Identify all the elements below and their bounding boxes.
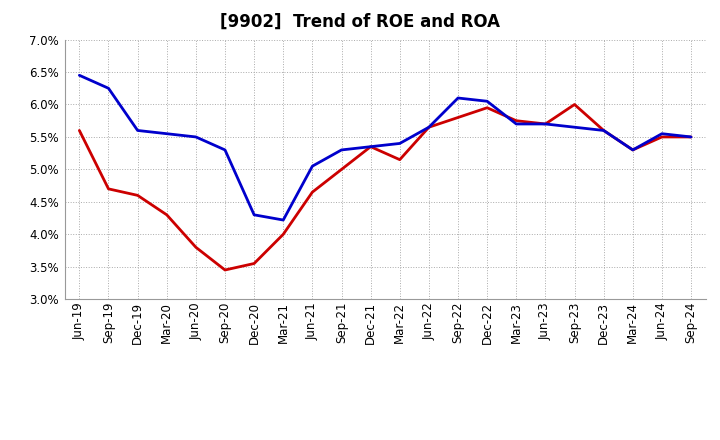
ROE (454, 115, 462, 120)
Text: [9902]  Trend of ROE and ROA: [9902] Trend of ROE and ROA (220, 13, 500, 31)
ROA (687, 134, 696, 139)
ROA (657, 131, 666, 136)
ROA (75, 73, 84, 78)
ROA (133, 128, 142, 133)
ROA (337, 147, 346, 153)
ROA (192, 134, 200, 139)
ROE (279, 231, 287, 237)
ROE (425, 125, 433, 130)
ROE (541, 121, 550, 127)
ROE (599, 128, 608, 133)
ROE (75, 128, 84, 133)
ROE (512, 118, 521, 123)
ROE (395, 157, 404, 162)
ROE (337, 167, 346, 172)
ROE (163, 212, 171, 217)
ROA (599, 128, 608, 133)
ROE (250, 261, 258, 266)
ROE (657, 134, 666, 139)
ROE (192, 245, 200, 250)
ROA (163, 131, 171, 136)
ROA (425, 125, 433, 130)
ROA (541, 121, 550, 127)
ROE (483, 105, 492, 110)
ROA (570, 125, 579, 130)
ROE (133, 193, 142, 198)
ROE (308, 190, 317, 195)
ROA (395, 141, 404, 146)
ROA (250, 212, 258, 217)
ROE (629, 147, 637, 153)
ROA (220, 147, 229, 153)
ROE (570, 102, 579, 107)
ROA (629, 147, 637, 153)
Line: ROA: ROA (79, 75, 691, 220)
Line: ROE: ROE (79, 104, 691, 270)
ROA (279, 217, 287, 223)
ROA (512, 121, 521, 127)
ROE (220, 268, 229, 273)
ROA (366, 144, 375, 149)
ROE (104, 186, 113, 191)
ROA (308, 164, 317, 169)
ROA (104, 86, 113, 91)
ROA (483, 99, 492, 104)
ROE (366, 144, 375, 149)
ROE (687, 134, 696, 139)
ROA (454, 95, 462, 101)
